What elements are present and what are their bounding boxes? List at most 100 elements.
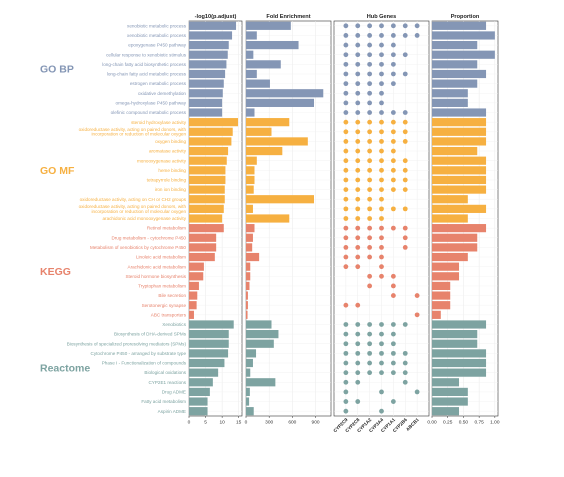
fold-enrichment-bar bbox=[246, 156, 257, 165]
proportion-bar bbox=[432, 320, 487, 329]
hub-gene-dot bbox=[379, 225, 384, 231]
term-label: Fatty acid metabolism bbox=[141, 399, 186, 404]
hub-gene-dot bbox=[343, 177, 349, 183]
hub-gene-dot bbox=[343, 187, 349, 192]
logp-bar bbox=[189, 21, 237, 30]
hub-gene-dot bbox=[390, 273, 396, 279]
fold-enrichment-bar bbox=[246, 127, 272, 136]
hub-gene-dot bbox=[367, 110, 373, 115]
hub-gene-dot bbox=[390, 341, 396, 347]
tick-label: 0 bbox=[188, 420, 191, 426]
hub-gene-dot bbox=[379, 408, 384, 414]
hub-gene-dot bbox=[343, 90, 349, 96]
proportion-bar bbox=[432, 349, 487, 358]
logp-bar bbox=[189, 349, 229, 358]
term-label: iron ion binding bbox=[155, 187, 187, 192]
term-label: oxidoreductase activity, acting on paire… bbox=[79, 204, 187, 214]
hub-gene-dot bbox=[343, 33, 349, 38]
hub-gene-dot bbox=[367, 283, 373, 289]
tick-label: 300 bbox=[265, 420, 273, 426]
hub-gene-dot bbox=[379, 245, 384, 250]
hub-gene-dot bbox=[355, 23, 361, 29]
term-label: olefinic compound metabolic process bbox=[111, 110, 187, 115]
hub-gene-dot bbox=[390, 350, 396, 356]
proportion-bar bbox=[432, 118, 487, 127]
hub-gene-dot bbox=[402, 225, 408, 231]
hub-gene-dot bbox=[343, 379, 349, 385]
hub-gene-dot bbox=[367, 119, 373, 125]
hub-gene-dot bbox=[367, 350, 373, 356]
fold-enrichment-bar bbox=[246, 118, 290, 127]
term-label: xenobiotic metabolic process bbox=[127, 33, 187, 38]
tick-label: 10 bbox=[219, 420, 225, 426]
panel-title: -log10(p.adjust) bbox=[195, 14, 237, 20]
hub-gene-dot bbox=[367, 370, 373, 376]
fold-enrichment-bar bbox=[246, 330, 279, 339]
gene-label: ABCB1 bbox=[405, 417, 420, 432]
proportion-bar bbox=[432, 195, 468, 204]
logp-bar bbox=[189, 262, 204, 271]
hub-gene-dot bbox=[343, 110, 349, 115]
hub-gene-dot bbox=[390, 42, 396, 48]
logp-bar bbox=[189, 98, 223, 107]
proportion-bar bbox=[432, 397, 468, 406]
hub-gene-dot bbox=[379, 206, 384, 212]
panel-title: Proportion bbox=[451, 14, 480, 20]
fold-enrichment-bar bbox=[246, 397, 250, 406]
hub-gene-dot bbox=[355, 264, 361, 270]
term-label: xenobiotic metabolic process bbox=[127, 23, 187, 28]
term-label: oxygen binding bbox=[155, 139, 186, 144]
hub-gene-dot bbox=[402, 52, 408, 58]
hub-gene-dot bbox=[390, 139, 396, 144]
hub-gene-dot bbox=[355, 148, 361, 154]
hub-gene-dot bbox=[379, 129, 384, 135]
hub-gene-dot bbox=[367, 225, 373, 231]
marks-layer bbox=[189, 21, 495, 416]
hub-gene-dot bbox=[390, 148, 396, 154]
hub-gene-dot bbox=[402, 71, 408, 77]
group-label: KEGG bbox=[40, 266, 71, 278]
hub-gene-dot bbox=[390, 167, 396, 173]
hub-gene-dot bbox=[343, 158, 349, 164]
hub-gene-dot bbox=[402, 360, 408, 366]
hub-gene-dot bbox=[343, 216, 349, 221]
fold-enrichment-bar bbox=[246, 98, 314, 107]
fold-enrichment-bar bbox=[246, 339, 274, 348]
hub-gene-dot bbox=[367, 71, 373, 77]
proportion-bar bbox=[432, 243, 478, 252]
hub-gene-dot bbox=[355, 254, 361, 260]
hub-gene-dot bbox=[367, 216, 373, 221]
logp-bar bbox=[189, 204, 224, 213]
fold-enrichment-bar bbox=[246, 301, 248, 310]
fold-enrichment-bar bbox=[246, 204, 253, 213]
hub-gene-dot bbox=[355, 235, 361, 241]
term-label: aromatase activity bbox=[149, 149, 187, 154]
fold-enrichment-bar bbox=[246, 89, 324, 98]
hub-gene-dot bbox=[379, 322, 384, 327]
hub-gene-dot bbox=[379, 331, 384, 337]
hub-gene-dot bbox=[390, 206, 396, 212]
hub-gene-dot bbox=[379, 71, 384, 77]
proportion-bar bbox=[432, 79, 478, 88]
proportion-bar bbox=[432, 50, 495, 59]
hub-gene-dot bbox=[379, 216, 384, 221]
hub-gene-dot bbox=[379, 273, 384, 279]
hub-gene-dot bbox=[379, 148, 384, 154]
logp-bar bbox=[189, 243, 217, 252]
tick-label: 15 bbox=[236, 420, 242, 426]
logp-bar bbox=[189, 60, 227, 69]
hub-gene-dot bbox=[390, 322, 396, 327]
hub-gene-dot bbox=[343, 139, 349, 144]
proportion-bar bbox=[432, 262, 460, 271]
hub-gene-dot bbox=[355, 206, 361, 212]
fold-enrichment-bar bbox=[246, 50, 254, 59]
hub-gene-dot bbox=[390, 23, 396, 29]
hub-gene-dot bbox=[367, 139, 373, 144]
hub-gene-dot bbox=[367, 273, 373, 279]
hub-gene-dot bbox=[343, 389, 349, 395]
hub-gene-dot bbox=[367, 61, 373, 67]
proportion-bar bbox=[432, 98, 468, 107]
hub-gene-dot bbox=[355, 245, 361, 250]
hub-gene-dot bbox=[355, 100, 361, 106]
hub-gene-dot bbox=[343, 167, 349, 173]
